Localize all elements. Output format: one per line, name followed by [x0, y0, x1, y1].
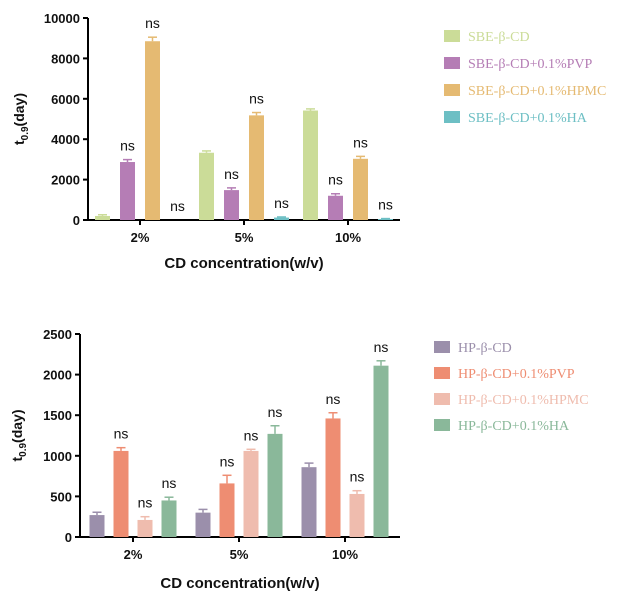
y-tick-label: 500 — [50, 489, 72, 504]
y-tick-label: 10000 — [44, 11, 80, 26]
significance-label: ns — [274, 195, 289, 211]
y-tick-label: 4000 — [51, 132, 80, 147]
bar — [328, 195, 343, 220]
bar — [249, 115, 264, 220]
bar — [113, 450, 129, 537]
bar — [199, 152, 214, 220]
legend-swatch — [434, 341, 450, 353]
legend-swatch — [444, 84, 460, 96]
bar — [145, 41, 160, 221]
legend-swatch — [434, 419, 450, 431]
y-tick-label: 1500 — [43, 408, 72, 423]
bar — [378, 218, 393, 220]
significance-label: ns — [162, 475, 177, 491]
y-tick-label: 6000 — [51, 92, 80, 107]
significance-label: ns — [120, 138, 135, 154]
legend-item-label: SBE-β-CD+0.1%HA — [468, 111, 588, 126]
significance-label: ns — [326, 391, 341, 407]
significance-label: ns — [268, 404, 283, 420]
legend-item-label: HP-β-CD+0.1%HPMC — [458, 393, 589, 408]
bar — [161, 500, 177, 537]
x-tick-label: 10% — [332, 547, 358, 562]
bar — [89, 515, 105, 537]
y-axis-label: t0.9(day) — [9, 409, 29, 461]
y-axis-label-unit: (day) — [11, 93, 27, 126]
y-axis-label-subscript: 0.9 — [18, 443, 29, 457]
bar — [325, 418, 341, 537]
significance-label: ns — [249, 91, 264, 107]
significance-label: ns — [374, 339, 389, 355]
chart-panel-2: 05001000150020002500t0.9(day)2%nsnsns5%n… — [9, 327, 589, 592]
bar — [120, 162, 135, 220]
legend-swatch — [434, 393, 450, 405]
legend-item-label: HP-β-CD — [458, 341, 512, 356]
y-axis-label-subscript: 0.9 — [20, 126, 31, 140]
x-tick-label: 2% — [124, 547, 143, 562]
significance-label: ns — [350, 469, 365, 485]
y-tick-label: 0 — [73, 213, 80, 228]
y-tick-label: 0 — [65, 530, 72, 545]
significance-label: ns — [145, 15, 160, 31]
x-tick-label: 2% — [131, 230, 150, 245]
legend-item-label: SBE-β-CD+0.1%PVP — [468, 57, 593, 72]
x-axis-label: CD concentration(w/v) — [160, 575, 319, 592]
legend-swatch — [444, 57, 460, 69]
legend-item-label: HP-β-CD+0.1%PVP — [458, 367, 575, 382]
legend-item-label: SBE-β-CD — [468, 30, 530, 45]
x-tick-label: 5% — [230, 547, 249, 562]
bar — [353, 158, 368, 220]
x-tick-label: 5% — [235, 230, 254, 245]
legend-item-label: SBE-β-CD+0.1%HPMC — [468, 84, 606, 99]
y-tick-label: 1000 — [43, 449, 72, 464]
y-axis-label-main: t — [9, 457, 25, 462]
significance-label: ns — [220, 453, 235, 469]
y-tick-label: 2000 — [51, 173, 80, 188]
significance-label: ns — [378, 197, 393, 213]
significance-label: ns — [328, 172, 343, 188]
significance-label: ns — [114, 426, 129, 442]
bar — [95, 215, 110, 220]
x-axis-label: CD concentration(w/v) — [164, 255, 323, 272]
legend-swatch — [444, 111, 460, 123]
bar — [243, 450, 259, 537]
y-tick-label: 2500 — [43, 327, 72, 342]
significance-label: ns — [244, 427, 259, 443]
bar — [137, 519, 153, 537]
bar — [219, 483, 235, 537]
y-tick-label: 2000 — [43, 368, 72, 383]
y-tick-label: 8000 — [51, 51, 80, 66]
bar — [373, 365, 389, 537]
bar — [267, 433, 283, 537]
legend-item-label: HP-β-CD+0.1%HA — [458, 419, 570, 434]
legend: SBE-β-CD SBE-β-CD+0.1%PVP SBE-β-CD+0.1%HPM… — [444, 30, 606, 126]
y-axis-label-main: t — [11, 140, 27, 145]
legend-swatch — [434, 367, 450, 379]
bar — [349, 493, 365, 537]
bar — [274, 217, 289, 220]
bar — [195, 512, 211, 537]
significance-label: ns — [170, 198, 185, 214]
legend-swatch — [444, 30, 460, 42]
bar — [224, 190, 239, 220]
chart-panel-1: 0 2000 4000 6000 8000 10000 t0.9(day) 2% ns ns ns 5… — [11, 11, 606, 272]
x-tick-label: 10% — [335, 230, 361, 245]
bar — [301, 467, 317, 537]
y-axis-label: t0.9(day) — [11, 93, 31, 145]
legend: HP-β-CD HP-β-CD+0.1%PVP HP-β-CD+0.1%HPMC HP… — [434, 341, 589, 434]
y-axis-label-unit: (day) — [9, 409, 25, 442]
bar — [303, 110, 318, 220]
significance-label: ns — [224, 166, 239, 182]
significance-label: ns — [353, 134, 368, 150]
significance-label: ns — [138, 495, 153, 511]
